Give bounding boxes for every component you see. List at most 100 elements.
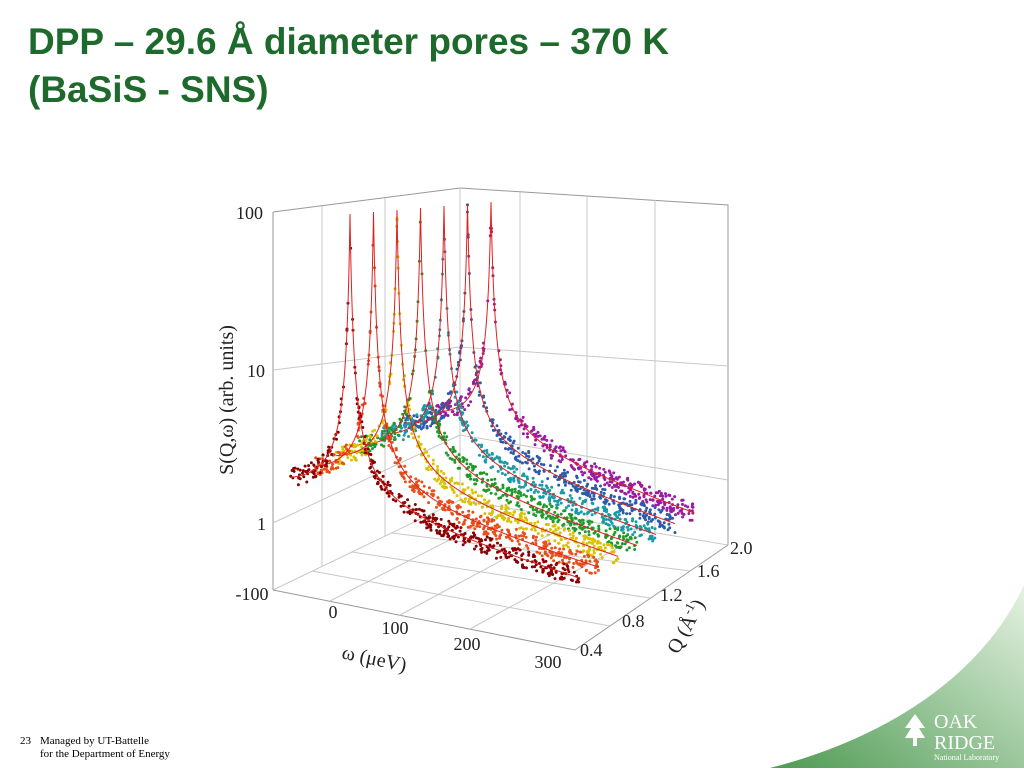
data-point — [530, 429, 533, 433]
data-point — [629, 527, 633, 531]
data-point — [522, 427, 526, 431]
data-point — [453, 481, 457, 485]
data-point — [447, 519, 451, 523]
data-point — [520, 461, 524, 465]
data-point — [592, 548, 596, 552]
data-point — [562, 522, 566, 526]
data-point — [427, 465, 431, 469]
data-point — [443, 431, 447, 435]
data-point — [525, 544, 529, 548]
data-point — [519, 491, 522, 495]
data-point — [633, 536, 637, 540]
data-point — [650, 534, 654, 538]
data-point — [356, 443, 360, 447]
data-point — [525, 461, 529, 465]
data-point — [516, 501, 520, 505]
data-point — [514, 551, 518, 555]
data-point — [420, 480, 424, 484]
data-point — [648, 498, 652, 502]
data-point — [536, 520, 540, 524]
data-point — [584, 569, 588, 573]
data-point — [512, 478, 516, 482]
data-point — [578, 520, 582, 524]
data-point — [550, 546, 554, 550]
data-point — [530, 498, 534, 502]
data-point — [470, 431, 474, 435]
data-point — [625, 548, 629, 552]
data-point — [465, 458, 469, 462]
data-point — [430, 489, 434, 493]
data-point — [620, 542, 624, 546]
data-point — [536, 490, 540, 494]
data-point — [582, 562, 586, 566]
data-point — [363, 451, 367, 455]
data-point — [568, 532, 572, 536]
data-point — [353, 443, 357, 447]
data-point — [417, 435, 421, 439]
data-point — [653, 506, 657, 510]
data-point — [586, 536, 590, 540]
data-point — [679, 509, 683, 513]
data-point — [488, 536, 492, 540]
data-point — [594, 566, 597, 570]
data-point — [461, 411, 465, 415]
data-point — [634, 494, 638, 498]
data-point — [455, 525, 459, 529]
data-point — [617, 535, 621, 539]
data-point — [525, 494, 528, 498]
data-point — [498, 536, 501, 540]
data-point — [533, 559, 537, 562]
data-point — [414, 477, 418, 481]
data-point — [551, 573, 555, 576]
data-point — [618, 506, 622, 510]
data-point — [583, 471, 586, 475]
data-point — [486, 516, 490, 520]
data-point — [480, 505, 484, 509]
data-point — [607, 469, 611, 473]
data-point — [364, 437, 368, 441]
data-point — [452, 448, 456, 451]
data-point — [489, 491, 493, 495]
data-point — [369, 444, 373, 448]
data-point — [435, 479, 439, 483]
data-point — [557, 541, 560, 545]
data-point — [659, 491, 663, 495]
data-point — [680, 511, 684, 515]
data-point — [482, 488, 486, 492]
data-point — [466, 424, 470, 428]
data-point — [589, 477, 593, 481]
data-point — [486, 478, 490, 482]
data-point — [452, 535, 456, 539]
data-point — [592, 551, 596, 555]
data-point — [487, 453, 491, 457]
data-point — [364, 439, 368, 443]
data-point — [581, 473, 585, 477]
data-point — [478, 539, 482, 543]
data-point — [667, 513, 671, 517]
data-point — [408, 480, 412, 484]
data-point — [548, 514, 552, 518]
data-point — [380, 443, 383, 447]
data-point — [533, 443, 537, 447]
data-point — [564, 474, 567, 478]
data-point — [419, 442, 423, 446]
data-point — [526, 489, 530, 493]
data-point — [481, 455, 485, 459]
x-tick-label: -100 — [236, 584, 269, 604]
data-point — [495, 515, 498, 519]
data-point — [584, 493, 588, 497]
data-point — [439, 436, 443, 440]
data-point — [436, 430, 440, 434]
data-point — [562, 555, 566, 559]
data-point — [504, 431, 508, 435]
data-point — [605, 510, 608, 514]
data-point — [518, 548, 522, 552]
data-point — [592, 555, 596, 559]
data-point — [369, 435, 372, 439]
data-point — [526, 477, 529, 481]
data-point — [422, 495, 426, 499]
data-point — [634, 520, 638, 524]
data-point — [394, 424, 398, 428]
data-point — [379, 485, 383, 488]
data-point — [397, 493, 401, 496]
